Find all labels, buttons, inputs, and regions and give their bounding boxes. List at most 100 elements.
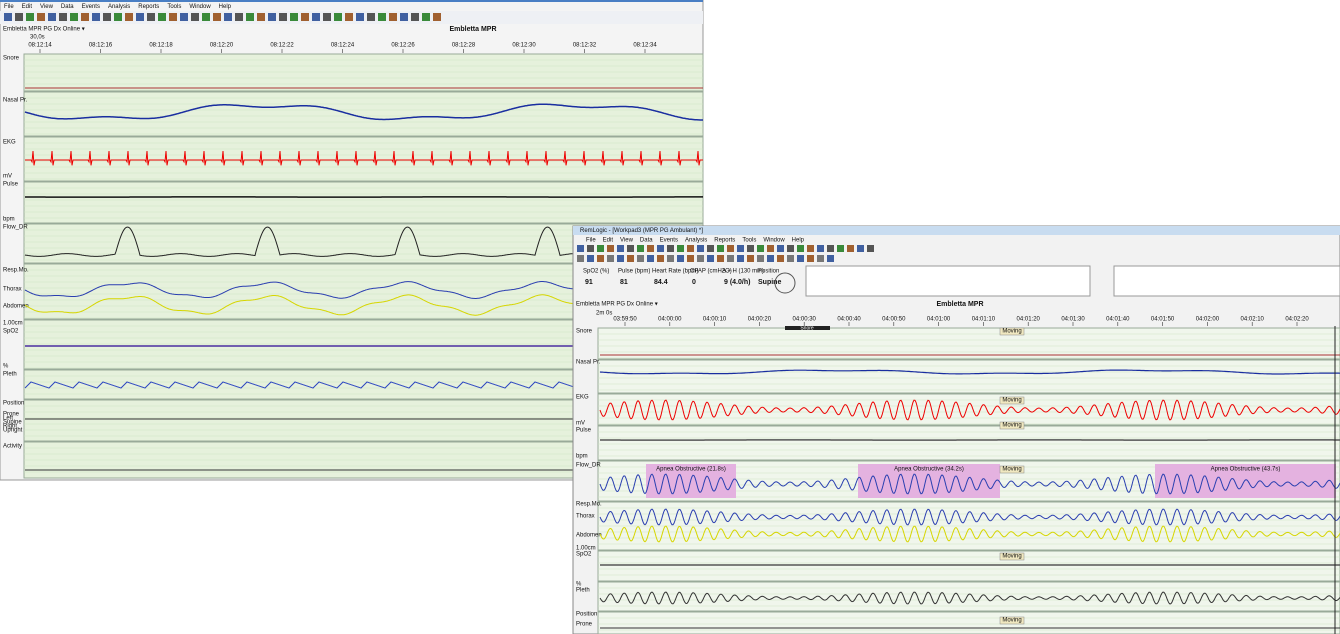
toolbar-icon[interactable] <box>136 13 144 21</box>
menu-item[interactable]: View <box>40 4 54 10</box>
toolbar-icon[interactable] <box>807 255 814 262</box>
event-moving[interactable] <box>999 396 1025 405</box>
menu-item[interactable]: Window <box>189 4 211 10</box>
toolbar-icon[interactable] <box>400 13 408 21</box>
toolbar-icon[interactable] <box>577 245 584 252</box>
toolbar-icon[interactable] <box>677 255 684 262</box>
toolbar-icon[interactable] <box>587 245 594 252</box>
toolbar-icon[interactable] <box>657 255 664 262</box>
toolbar-icon[interactable] <box>268 13 276 21</box>
toolbar-icon[interactable] <box>367 13 375 21</box>
toolbar-icon[interactable] <box>827 255 834 262</box>
toolbar-icon[interactable] <box>727 245 734 252</box>
toolbar-icon[interactable] <box>687 245 694 252</box>
toolbar-icon[interactable] <box>637 255 644 262</box>
toolbar-icon[interactable] <box>345 13 353 21</box>
menu-item[interactable]: Edit <box>22 4 33 10</box>
toolbar-icon[interactable] <box>114 13 122 21</box>
toolbar-icon[interactable] <box>767 245 774 252</box>
toolbar-icon[interactable] <box>312 13 320 21</box>
toolbar-icon[interactable] <box>667 255 674 262</box>
toolbar-icon[interactable] <box>235 13 243 21</box>
toolbar-icon[interactable] <box>647 245 654 252</box>
toolbar-icon[interactable] <box>422 13 430 21</box>
toolbar-icon[interactable] <box>697 255 704 262</box>
toolbar-icon[interactable] <box>817 245 824 252</box>
menu-item[interactable]: Reports <box>138 4 159 10</box>
menu-item[interactable]: Data <box>640 238 653 244</box>
toolbar-icon[interactable] <box>279 13 287 21</box>
event-apnea[interactable] <box>858 464 1000 498</box>
toolbar-icon[interactable] <box>667 245 674 252</box>
menu-item[interactable]: Help <box>219 4 232 10</box>
toolbar-icon[interactable] <box>587 255 594 262</box>
toolbar-icon[interactable] <box>797 255 804 262</box>
toolbar-icon[interactable] <box>597 245 604 252</box>
toolbar-icon[interactable] <box>290 13 298 21</box>
menu-item[interactable]: Reports <box>714 238 735 244</box>
toolbar-icon[interactable] <box>334 13 342 21</box>
toolbar-icon[interactable] <box>757 255 764 262</box>
toolbar-icon[interactable] <box>48 13 56 21</box>
toolbar-icon[interactable] <box>737 245 744 252</box>
toolbar-icon[interactable] <box>777 245 784 252</box>
menu-item[interactable]: Events <box>660 238 678 244</box>
toolbar-icon[interactable] <box>677 245 684 252</box>
toolbar-icon[interactable] <box>37 13 45 21</box>
event-moving[interactable] <box>999 421 1025 430</box>
toolbar-icon[interactable] <box>617 255 624 262</box>
toolbar-icon[interactable] <box>213 13 221 21</box>
toolbar-icon[interactable] <box>777 255 784 262</box>
menu-item[interactable]: Window <box>763 238 785 244</box>
toolbar-icon[interactable] <box>125 13 133 21</box>
toolbar-icon[interactable] <box>4 13 12 21</box>
toolbar-icon[interactable] <box>577 255 584 262</box>
menu-item[interactable]: Tools <box>742 238 756 244</box>
toolbar-icon[interactable] <box>389 13 397 21</box>
menu-item[interactable]: Edit <box>603 238 614 244</box>
toolbar-icon[interactable] <box>707 255 714 262</box>
toolbar-icon[interactable] <box>747 245 754 252</box>
toolbar-icon[interactable] <box>687 255 694 262</box>
event-moving[interactable] <box>999 327 1025 336</box>
menu-item[interactable]: Analysis <box>108 4 130 10</box>
event-moving[interactable] <box>999 552 1025 561</box>
menu-item[interactable]: View <box>620 238 634 244</box>
event-moving[interactable] <box>999 616 1025 625</box>
toolbar-icon[interactable] <box>827 245 834 252</box>
toolbar-icon[interactable] <box>81 13 89 21</box>
menu-item[interactable]: Analysis <box>685 238 707 244</box>
toolbar-icon[interactable] <box>657 245 664 252</box>
toolbar-icon[interactable] <box>26 13 34 21</box>
toolbar-icon[interactable] <box>607 245 614 252</box>
toolbar-icon[interactable] <box>301 13 309 21</box>
toolbar-icon[interactable] <box>597 255 604 262</box>
toolbar-icon[interactable] <box>257 13 265 21</box>
toolbar-icon[interactable] <box>378 13 386 21</box>
menu-item[interactable]: Data <box>61 4 74 10</box>
toolbar-icon[interactable] <box>757 245 764 252</box>
toolbar-icon[interactable] <box>92 13 100 21</box>
toolbar-icon[interactable] <box>717 245 724 252</box>
toolbar-icon[interactable] <box>323 13 331 21</box>
toolbar-icon[interactable] <box>627 255 634 262</box>
toolbar-icon[interactable] <box>797 245 804 252</box>
toolbar-icon[interactable] <box>697 245 704 252</box>
toolbar-icon[interactable] <box>103 13 111 21</box>
toolbar-icon[interactable] <box>202 13 210 21</box>
toolbar-icon[interactable] <box>15 13 23 21</box>
toolbar-icon[interactable] <box>787 255 794 262</box>
toolbar-icon[interactable] <box>246 13 254 21</box>
toolbar-icon[interactable] <box>169 13 177 21</box>
toolbar-icon[interactable] <box>59 13 67 21</box>
toolbar-icon[interactable] <box>747 255 754 262</box>
toolbar-icon[interactable] <box>627 245 634 252</box>
toolbar-icon[interactable] <box>847 245 854 252</box>
toolbar-icon[interactable] <box>70 13 78 21</box>
toolbar-icon[interactable] <box>411 13 419 21</box>
toolbar-icon[interactable] <box>837 245 844 252</box>
toolbar-icon[interactable] <box>817 255 824 262</box>
toolbar-icon[interactable] <box>807 245 814 252</box>
menu-item[interactable]: File <box>586 238 596 244</box>
toolbar-icon[interactable] <box>637 245 644 252</box>
